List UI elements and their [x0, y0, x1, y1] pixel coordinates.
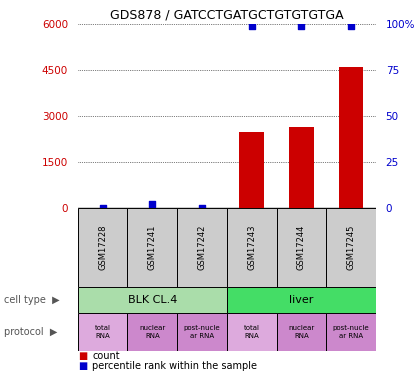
Text: ■: ■: [78, 351, 87, 361]
Bar: [326, 208, 376, 287]
Bar: [177, 313, 227, 351]
Text: GSM17243: GSM17243: [247, 225, 256, 270]
Bar: [78, 313, 127, 351]
Point: [199, 205, 205, 211]
Bar: [227, 208, 276, 287]
Bar: [239, 132, 264, 208]
Bar: [78, 287, 227, 313]
Text: nuclear
RNA: nuclear RNA: [288, 325, 315, 339]
Text: post-nucle
ar RNA: post-nucle ar RNA: [184, 325, 220, 339]
Bar: [177, 208, 227, 287]
Point: [348, 23, 354, 29]
Text: liver: liver: [289, 295, 314, 305]
Bar: [78, 208, 127, 287]
Bar: [227, 287, 376, 313]
Text: GSM17245: GSM17245: [346, 225, 356, 270]
Point: [248, 23, 255, 29]
Bar: [326, 313, 376, 351]
Text: GSM17242: GSM17242: [197, 225, 207, 270]
Bar: [127, 208, 177, 287]
Bar: [227, 313, 276, 351]
Text: nuclear
RNA: nuclear RNA: [139, 325, 165, 339]
Text: count: count: [92, 351, 120, 361]
Bar: [276, 313, 326, 351]
Text: GSM17228: GSM17228: [98, 225, 107, 270]
Text: BLK CL.4: BLK CL.4: [128, 295, 177, 305]
Bar: [339, 67, 363, 208]
Text: GSM17244: GSM17244: [297, 225, 306, 270]
Bar: [289, 127, 314, 208]
Text: GSM17241: GSM17241: [148, 225, 157, 270]
Bar: [276, 208, 326, 287]
Text: protocol  ▶: protocol ▶: [4, 327, 58, 337]
Point: [149, 201, 156, 207]
Point: [99, 205, 106, 211]
Text: percentile rank within the sample: percentile rank within the sample: [92, 361, 257, 371]
Title: GDS878 / GATCCTGATGCTGTGTGTGA: GDS878 / GATCCTGATGCTGTGTGTGA: [110, 9, 344, 22]
Point: [298, 23, 305, 29]
Text: ■: ■: [78, 361, 87, 371]
Text: total
RNA: total RNA: [244, 325, 260, 339]
Text: cell type  ▶: cell type ▶: [4, 295, 60, 305]
Bar: [127, 313, 177, 351]
Text: post-nucle
ar RNA: post-nucle ar RNA: [333, 325, 369, 339]
Text: total
RNA: total RNA: [94, 325, 110, 339]
